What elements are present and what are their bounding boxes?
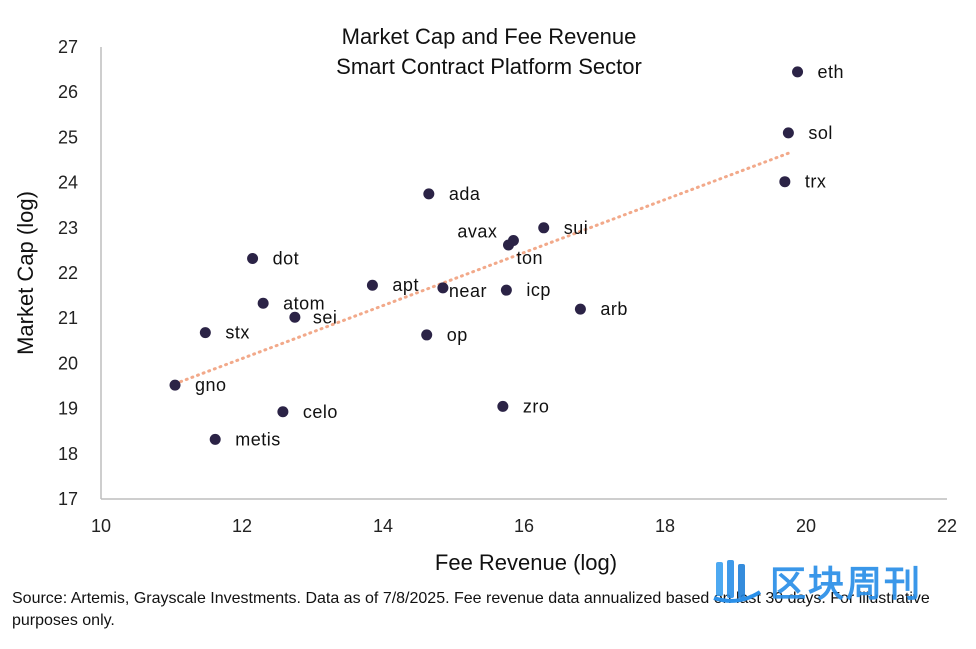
data-point-zro [497, 400, 509, 412]
data-point-sei [289, 311, 301, 323]
chart-subtitle: Smart Contract Platform Sector [336, 54, 642, 79]
point-label-gno: gno [195, 375, 227, 395]
scatter-chart: Market Cap and Fee Revenue Smart Contrac… [13, 24, 957, 575]
y-axis-label: Market Cap (log) [13, 191, 38, 355]
bar-logo-icon [713, 560, 762, 603]
data-point-arb [574, 303, 586, 315]
point-label-dot: dot [273, 249, 300, 269]
data-point-ton [502, 239, 514, 251]
point-label-sei: sei [313, 307, 338, 327]
data-point-icp [500, 284, 512, 296]
point-label-avax: avax [457, 221, 497, 241]
x-tick-label: 12 [232, 516, 252, 536]
x-axis-label: Fee Revenue (log) [435, 550, 617, 575]
x-tick-label: 18 [655, 516, 675, 536]
y-tick-label: 24 [58, 173, 78, 193]
point-label-celo: celo [303, 402, 338, 422]
point-label-op: op [447, 325, 468, 345]
point-label-icp: icp [526, 280, 551, 300]
point-label-trx: trx [805, 172, 827, 192]
x-tick-labels: 10 12 14 16 18 20 22 [91, 516, 957, 536]
y-tick-label: 20 [58, 353, 78, 373]
y-tick-label: 22 [58, 263, 78, 283]
point-label-atom: atom [283, 293, 325, 313]
data-point-sol [782, 127, 794, 139]
y-tick-label: 23 [58, 218, 78, 238]
point-label-sol: sol [808, 123, 833, 143]
x-tick-label: 20 [796, 516, 816, 536]
point-label-arb: arb [600, 299, 628, 319]
watermark: 区块周刊 [712, 556, 922, 606]
x-tick-label: 16 [514, 516, 534, 536]
point-label-zro: zro [523, 396, 550, 416]
y-tick-label: 19 [58, 399, 78, 419]
data-point-ada [423, 188, 435, 200]
y-tick-label: 26 [58, 82, 78, 102]
y-tick-label: 27 [58, 37, 78, 57]
source-footnote: Source: Artemis, Grayscale Investments. … [12, 590, 930, 629]
y-tick-label: 25 [58, 127, 78, 147]
point-label-eth: eth [818, 62, 845, 82]
data-point-celo [277, 406, 289, 418]
point-label-near: near [449, 281, 487, 301]
y-tick-label: 21 [58, 308, 78, 328]
trendline [173, 151, 790, 386]
data-point-dot [247, 253, 259, 265]
data-point-metis [209, 433, 221, 445]
watermark-text: 区块周刊 [770, 564, 923, 605]
x-tick-label: 14 [373, 516, 393, 536]
x-tick-label: 22 [937, 516, 957, 536]
y-tick-label: 18 [58, 444, 78, 464]
point-label-metis: metis [235, 429, 281, 449]
y-tick-labels: 17 18 19 20 21 22 23 24 25 26 27 [58, 37, 78, 509]
y-tick-label: 17 [58, 489, 78, 509]
data-point-atom [257, 297, 269, 309]
x-tick-label: 10 [91, 516, 111, 536]
point-label-sui: sui [564, 218, 589, 238]
data-point-eth [792, 66, 804, 78]
data-point-stx [199, 327, 211, 339]
chart-title: Market Cap and Fee Revenue [342, 24, 637, 49]
data-point-near [437, 282, 449, 294]
data-point-sui [538, 222, 550, 234]
data-point-apt [366, 279, 378, 291]
point-label-apt: apt [392, 275, 419, 295]
data-point-op [421, 329, 433, 341]
data-point-trx [779, 176, 791, 188]
data-point-gno [169, 379, 181, 391]
point-label-ton: ton [516, 248, 543, 268]
point-label-stx: stx [225, 323, 250, 343]
point-label-ada: ada [449, 184, 481, 204]
